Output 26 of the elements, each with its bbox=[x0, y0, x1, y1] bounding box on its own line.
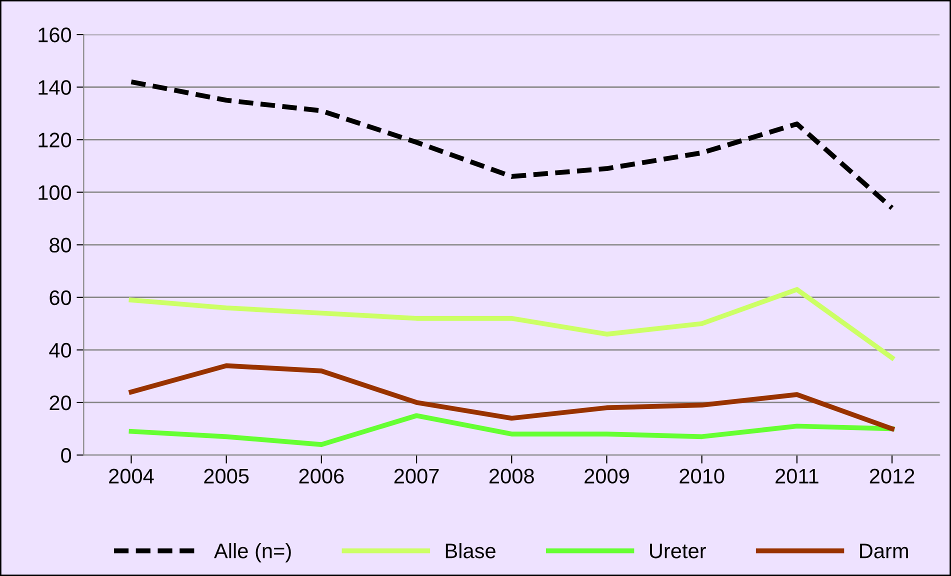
legend-label: Alle (n=) bbox=[214, 543, 291, 562]
x-tick-label: 2005 bbox=[204, 468, 249, 484]
line-series bbox=[128, 79, 894, 210]
y-tick-label: 120 bbox=[38, 132, 72, 148]
line-series bbox=[128, 287, 894, 360]
y-tick-label: 60 bbox=[50, 290, 72, 306]
x-tick-label: 2004 bbox=[109, 468, 154, 484]
legend-label: Blase bbox=[446, 543, 496, 558]
x-tick-label: 2006 bbox=[299, 468, 344, 484]
y-tick-label: 140 bbox=[38, 80, 72, 95]
y-tick-label: 40 bbox=[49, 342, 72, 358]
y-tick-label: 0 bbox=[61, 448, 72, 463]
x-tick-label: 2007 bbox=[394, 468, 439, 484]
y-tick-label: 160 bbox=[38, 28, 72, 42]
y-tick-label: 100 bbox=[38, 185, 72, 200]
x-tick-label: 2008 bbox=[490, 468, 534, 484]
y-tick-label: 20 bbox=[50, 395, 72, 410]
legend-label: Ureter bbox=[650, 544, 706, 558]
legend-label: Darm bbox=[860, 544, 908, 558]
line-series bbox=[128, 413, 894, 447]
x-tick-label: 2012 bbox=[870, 468, 914, 484]
y-tick-label: 80 bbox=[50, 238, 72, 253]
x-tick-label: 2009 bbox=[584, 468, 629, 484]
x-tick-label: 2011 bbox=[776, 468, 818, 484]
x-tick-label: 2010 bbox=[680, 468, 724, 484]
line-series bbox=[128, 363, 894, 432]
